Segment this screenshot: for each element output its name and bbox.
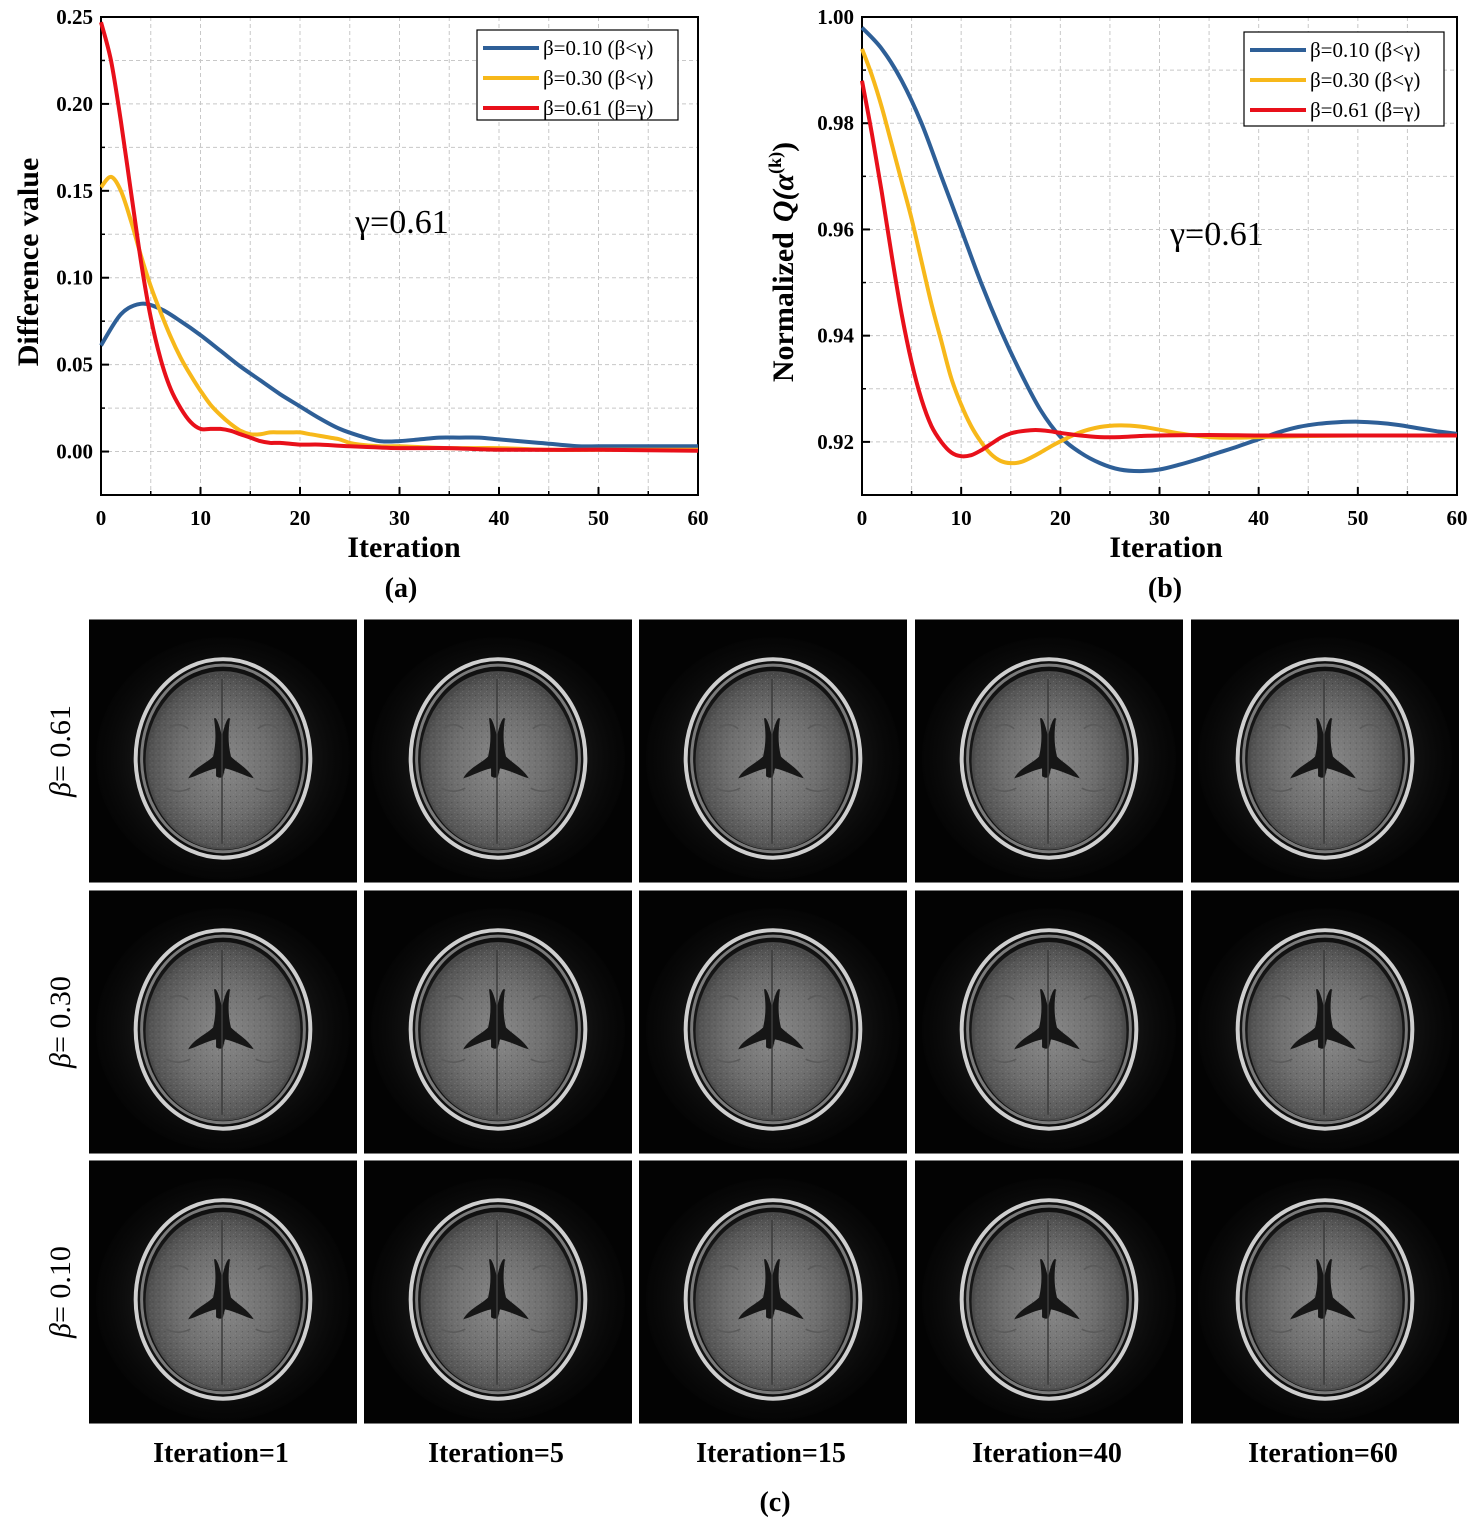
- chart-a-y-axis-title: Difference value: [12, 158, 45, 367]
- mri-reconstruction-image: [1191, 619, 1459, 883]
- chart-b-y-axis-title-expr: Q(α: [767, 173, 800, 222]
- x-tick-label: 0: [857, 506, 868, 530]
- mri-reconstruction-image: [639, 1160, 907, 1424]
- mri-reconstruction-image: [639, 619, 907, 883]
- panel-c-label: (c): [759, 1487, 790, 1518]
- mri-reconstruction-image: [1191, 890, 1459, 1154]
- mri-reconstruction-image: [639, 890, 907, 1154]
- chart-b-y-axis-title-sup: (k): [765, 152, 786, 174]
- series-line-1: [860, 48, 1458, 466]
- chart-b-annotation: γ=0.61: [1169, 216, 1264, 253]
- chart-a-series: [99, 21, 699, 453]
- row-label: β= 0.30: [44, 976, 77, 1069]
- column-label: Iteration=40: [972, 1438, 1122, 1469]
- reconstruction-grid: β= 0.61β= 0.30β= 0.10 Iteration=1 Iterati…: [44, 619, 1459, 1518]
- y-tick-label: 0.25: [56, 5, 93, 29]
- mri-reconstruction-image: [915, 1160, 1183, 1424]
- y-tick-label: 0.96: [817, 217, 854, 241]
- chart-b-series: [860, 26, 1458, 474]
- x-tick-label: 30: [1149, 506, 1170, 530]
- column-label: Iteration=60: [1248, 1438, 1398, 1469]
- y-tick-label: 0.00: [56, 440, 93, 464]
- reconstruction-images: [89, 619, 1459, 1424]
- x-tick-label: 0: [96, 506, 107, 530]
- x-tick-label: 60: [1447, 506, 1468, 530]
- x-tick-label: 40: [1248, 506, 1269, 530]
- mri-reconstruction-image: [89, 619, 357, 883]
- chart-a-annotation: γ=0.61: [354, 204, 449, 241]
- y-tick-label: 0.94: [817, 324, 854, 348]
- chart-a-legend: β=0.10 (β<γ) β=0.30 (β<γ) β=0.61 (β=γ): [476, 29, 679, 121]
- x-tick-label: 10: [190, 506, 211, 530]
- mri-reconstruction-image: [89, 1160, 357, 1424]
- difference-value-chart: 0 10 20 30 40 50 60 0.00 0.05 0.10 0.15 0.20 0.25 β=…: [12, 5, 709, 604]
- panel-b-label: (b): [1148, 573, 1182, 604]
- x-tick-label: 30: [389, 506, 410, 530]
- column-label: Iteration=1: [153, 1438, 289, 1469]
- y-tick-label: 1.00: [817, 5, 854, 29]
- series-line-0: [860, 26, 1458, 474]
- chart-a-x-axis-title: Iteration: [347, 531, 461, 564]
- x-tick-label: 20: [290, 506, 311, 530]
- mri-reconstruction-image: [1191, 1160, 1459, 1424]
- legend-entry: β=0.30 (β<γ): [1310, 68, 1420, 92]
- series-line-2: [99, 21, 699, 453]
- chart-b-y-axis-title: Normalized Q(α(k)): [765, 142, 800, 382]
- y-tick-label: 0.92: [817, 430, 854, 454]
- mri-reconstruction-image: [915, 890, 1183, 1154]
- panel-a-label: (a): [385, 573, 418, 604]
- row-label: β= 0.61: [44, 705, 77, 798]
- series-line-0: [99, 301, 698, 449]
- column-label: Iteration=5: [428, 1438, 564, 1469]
- chart-b-y-axis-title-prefix: Normalized: [767, 232, 800, 382]
- x-tick-label: 50: [588, 506, 609, 530]
- chart-b-y-axis-title-close: ): [767, 142, 800, 152]
- legend-entry: β=0.61 (β=γ): [1310, 98, 1420, 122]
- y-tick-label: 0.20: [56, 92, 93, 116]
- chart-b-legend: β=0.10 (β<γ) β=0.30 (β<γ) β=0.61 (β=γ): [1243, 31, 1445, 127]
- x-tick-label: 60: [688, 506, 709, 530]
- y-tick-label: 0.10: [56, 266, 93, 290]
- x-tick-label: 20: [1050, 506, 1071, 530]
- mri-reconstruction-image: [364, 1160, 632, 1424]
- legend-entry: β=0.10 (β<γ): [1310, 38, 1420, 62]
- x-tick-label: 10: [951, 506, 972, 530]
- normalized-q-chart: 0 10 20 30 40 50 60 0.92 0.94 0.96 0.98 1.00 β=0.10…: [765, 5, 1468, 604]
- x-tick-label: 50: [1347, 506, 1368, 530]
- x-tick-label: 40: [489, 506, 510, 530]
- series-line-2: [860, 80, 1458, 459]
- mri-reconstruction-image: [364, 890, 632, 1154]
- legend-entry: β=0.30 (β<γ): [543, 66, 653, 90]
- chart-b-ticks: 0 10 20 30 40 50 60 0.92 0.94 0.96 0.98 1.00: [817, 5, 1467, 530]
- row-labels: β= 0.61 β= 0.30 β= 0.10: [44, 705, 77, 1339]
- y-tick-label: 0.98: [817, 111, 854, 135]
- mri-reconstruction-image: [915, 619, 1183, 883]
- y-tick-label: 0.05: [56, 353, 93, 377]
- mri-reconstruction-image: [89, 890, 357, 1154]
- y-tick-label: 0.15: [56, 179, 93, 203]
- legend-entry: β=0.61 (β=γ): [543, 96, 653, 120]
- column-labels: Iteration=1 Iteration=5 Iteration=15 Iterat…: [153, 1438, 1398, 1469]
- chart-a-ticks: 0 10 20 30 40 50 60 0.00 0.05 0.10 0.15 0.20 0.25: [56, 5, 708, 530]
- mri-reconstruction-image: [364, 619, 632, 883]
- legend-entry: β=0.10 (β<γ): [543, 36, 653, 60]
- row-label: β= 0.10: [44, 1246, 77, 1339]
- legend-box: [476, 29, 679, 121]
- chart-b-x-axis-title: Iteration: [1109, 531, 1223, 564]
- column-label: Iteration=15: [696, 1438, 846, 1469]
